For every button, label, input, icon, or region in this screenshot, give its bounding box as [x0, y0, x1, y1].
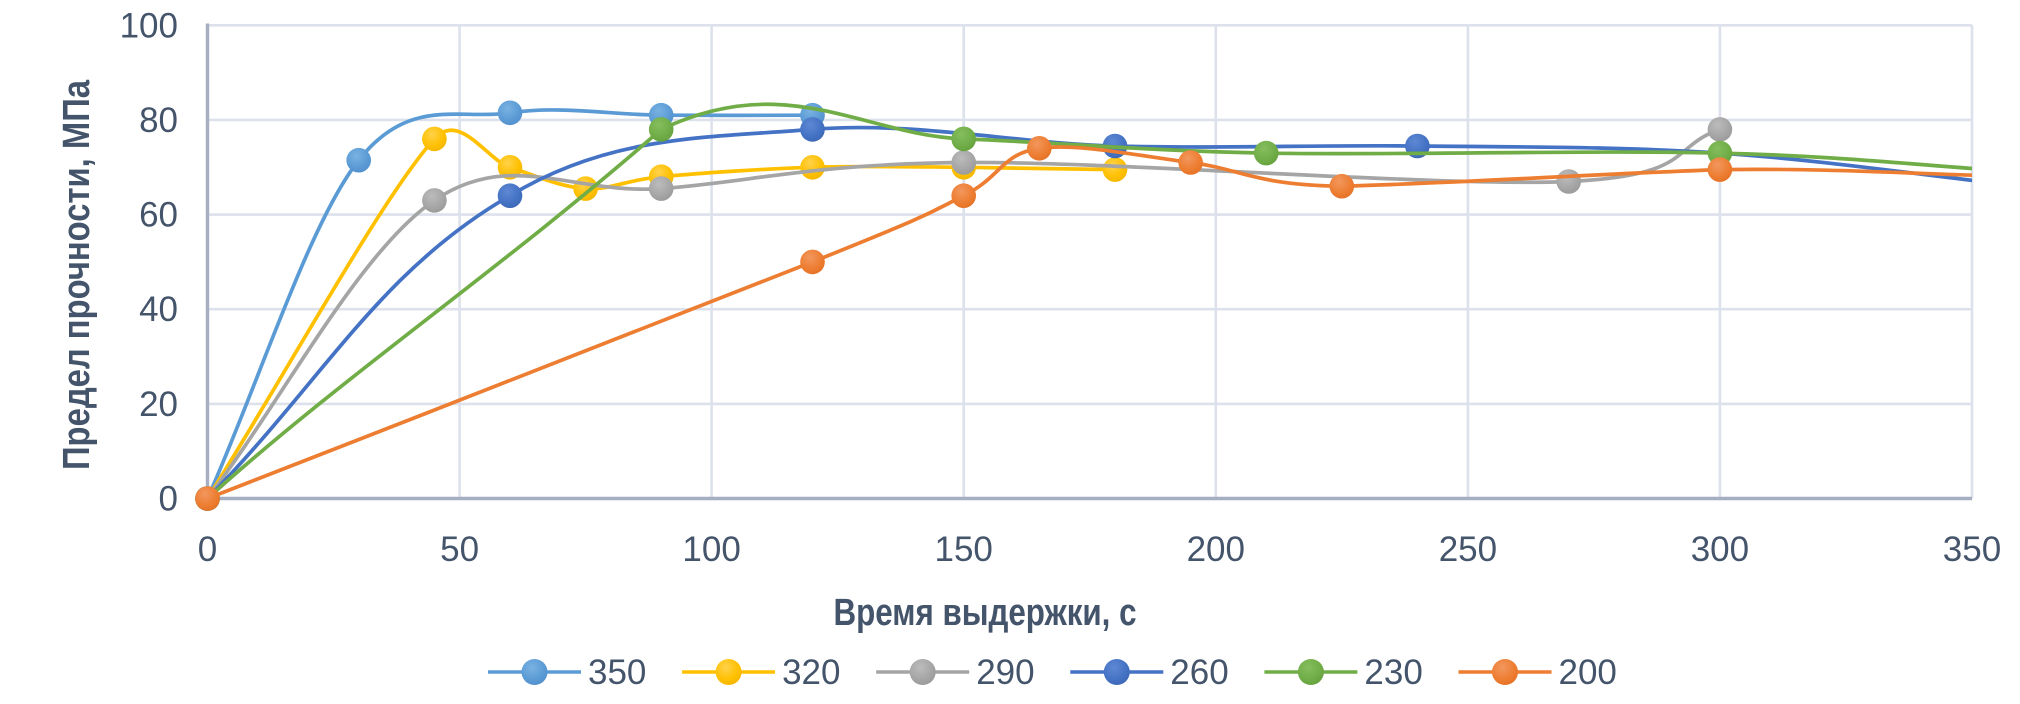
svg-text:0: 0	[159, 480, 178, 519]
svg-text:100: 100	[682, 530, 740, 569]
svg-text:230: 230	[1364, 653, 1422, 692]
svg-text:200: 200	[1559, 653, 1617, 692]
svg-text:150: 150	[934, 530, 992, 569]
svg-text:300: 300	[1691, 530, 1749, 569]
svg-text:60: 60	[139, 196, 178, 235]
svg-text:Время выдержки, с: Время выдержки, с	[834, 592, 1137, 634]
svg-text:0: 0	[198, 530, 217, 569]
svg-text:350: 350	[1943, 530, 2001, 569]
svg-text:290: 290	[976, 653, 1034, 692]
svg-text:40: 40	[139, 290, 178, 329]
svg-text:80: 80	[139, 101, 178, 140]
svg-text:200: 200	[1187, 530, 1245, 569]
svg-text:20: 20	[139, 385, 178, 424]
svg-text:50: 50	[440, 530, 479, 569]
svg-text:260: 260	[1170, 653, 1228, 692]
svg-text:Предел прочности, МПа: Предел прочности, МПа	[56, 79, 98, 470]
svg-text:100: 100	[120, 6, 178, 45]
svg-text:250: 250	[1439, 530, 1497, 569]
svg-text:320: 320	[782, 653, 840, 692]
svg-text:350: 350	[588, 653, 646, 692]
